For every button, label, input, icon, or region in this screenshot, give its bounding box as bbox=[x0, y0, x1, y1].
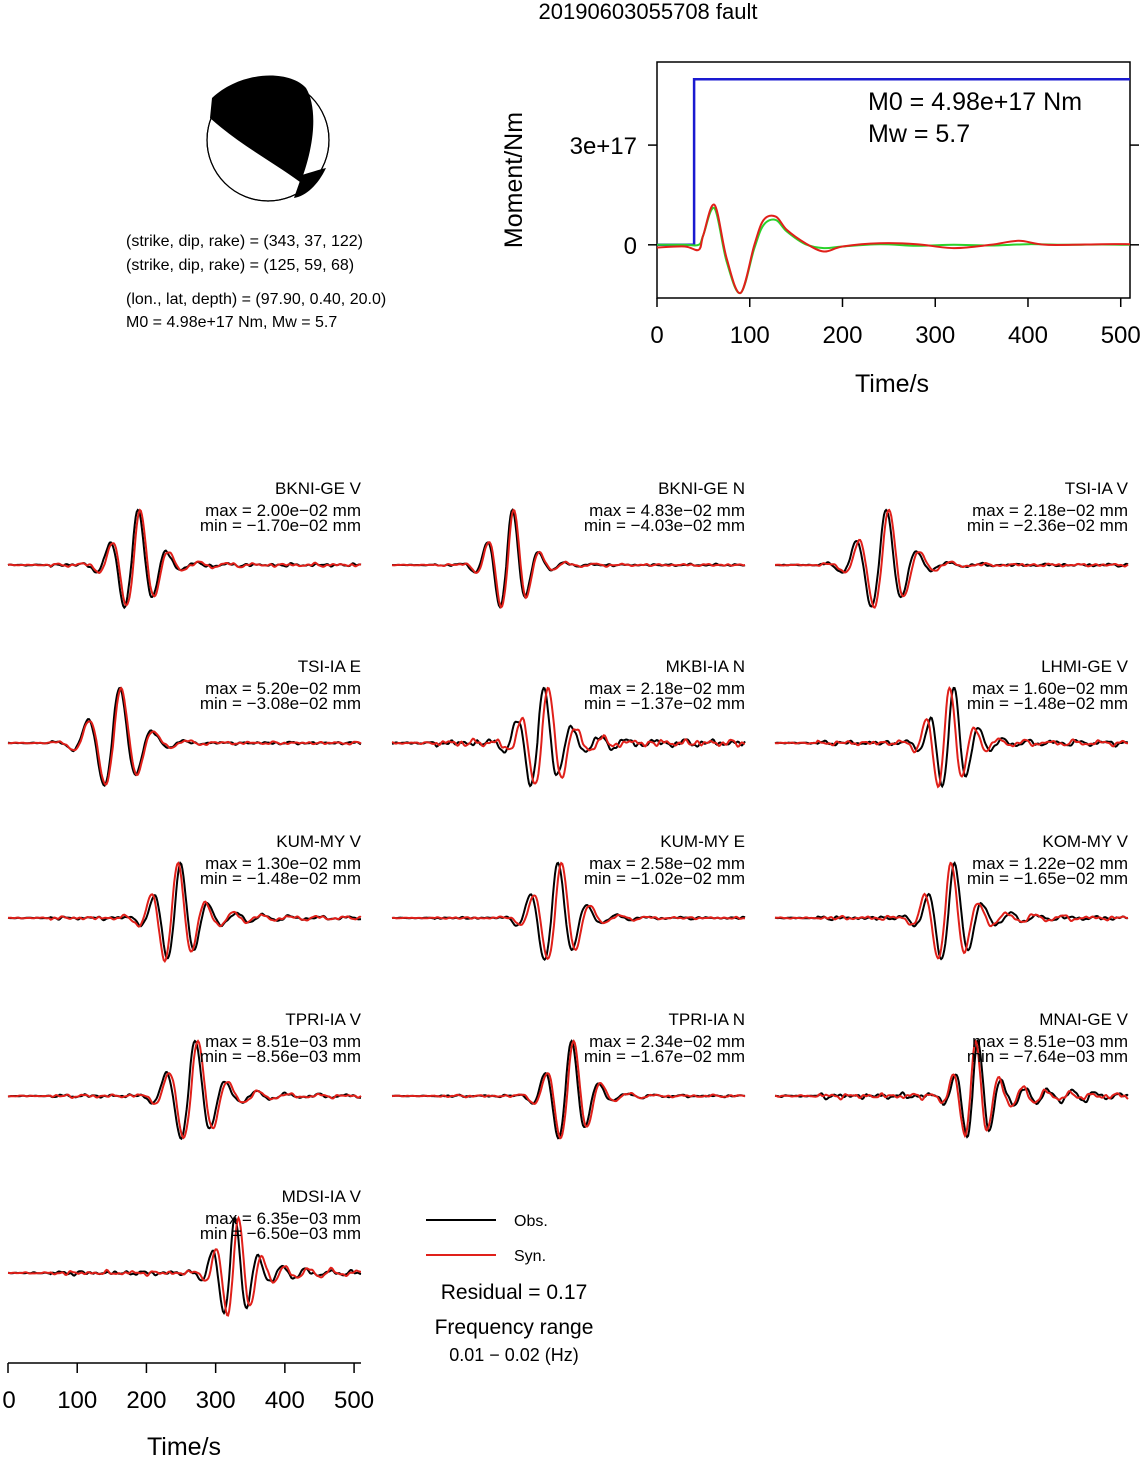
synthetic-trace bbox=[391, 686, 746, 785]
legend-syn-label: Syn. bbox=[514, 1248, 546, 1265]
moment-y-tick-label: 0 bbox=[624, 233, 637, 260]
station-max: max = 6.35e−03 mm bbox=[205, 1209, 361, 1228]
moment-ylabel: Moment/Nm bbox=[500, 112, 528, 248]
station-label: TPRI-IA N bbox=[668, 1010, 745, 1029]
moment-x-tick-label: 0 bbox=[650, 322, 663, 349]
residual-text: Residual = 0.17 bbox=[441, 1281, 588, 1304]
waveform-x-tick-label: 400 bbox=[265, 1387, 305, 1414]
waveform-x-tick-label: 100 bbox=[57, 1387, 97, 1414]
synthetic-trace bbox=[8, 861, 362, 964]
waveform-time-axis: 0 100 200 300 400 500 bbox=[2, 1362, 374, 1414]
synthetic-trace bbox=[774, 861, 1129, 960]
station-min: min = −1.37e−02 mm bbox=[584, 694, 745, 713]
station-max: max = 8.51e−03 mm bbox=[972, 1032, 1128, 1051]
station-label: LHMI-GE V bbox=[1041, 657, 1129, 676]
legend-obs-label: Obs. bbox=[514, 1213, 548, 1230]
moment-x-tick-label: 500 bbox=[1101, 322, 1141, 349]
waveform-x-tick-label: 500 bbox=[334, 1387, 374, 1414]
station-max: max = 2.58e−02 mm bbox=[589, 854, 745, 873]
station-min: min = −1.70e−02 mm bbox=[200, 516, 361, 535]
waveform-x-tick-label: 300 bbox=[196, 1387, 236, 1414]
station-max: max = 2.18e−02 mm bbox=[589, 679, 745, 698]
station-max: max = 4.83e−02 mm bbox=[589, 501, 745, 520]
station-label: BKNI-GE V bbox=[275, 479, 362, 498]
waveform-xlabel: Time/s bbox=[147, 1433, 221, 1458]
moment-annot-mw: Mw = 5.7 bbox=[868, 120, 970, 148]
waveform-x-tick-label: 0 bbox=[2, 1387, 15, 1414]
synthetic-trace bbox=[391, 861, 746, 961]
station-min: min = −1.67e−02 mm bbox=[584, 1047, 745, 1066]
station-min: min = −6.50e−03 mm bbox=[200, 1224, 361, 1243]
station-max: max = 1.22e−02 mm bbox=[972, 854, 1128, 873]
station-label: KUM-MY E bbox=[660, 832, 745, 851]
moment-xlabel: Time/s bbox=[855, 370, 929, 398]
moment-annot-m0: M0 = 4.98e+17 Nm bbox=[868, 88, 1082, 116]
station-min: min = −1.65e−02 mm bbox=[967, 869, 1128, 888]
mechanism-line-1: (strike, dip, rake) = (343, 37, 122) bbox=[126, 233, 363, 250]
moment-rate-red-line bbox=[656, 203, 1131, 294]
beachball bbox=[206, 75, 330, 202]
synthetic-trace bbox=[7, 1039, 362, 1140]
synthetic-trace bbox=[7, 1215, 361, 1317]
moment-plot-frame bbox=[656, 61, 1131, 299]
station-max: max = 5.20e−02 mm bbox=[205, 679, 361, 698]
station-min: min = −2.36e−02 mm bbox=[967, 516, 1128, 535]
moment-magnitude-line: M0 = 4.98e+17 Nm, Mw = 5.7 bbox=[126, 314, 337, 331]
station-min: min = −4.03e−02 mm bbox=[584, 516, 745, 535]
station-label: MDSI-IA V bbox=[282, 1187, 362, 1206]
moment-panel: 0 100 200 300 400 500 0 3e+17 M0 = 4.98e+17 Nm… bbox=[500, 61, 1141, 398]
station-label: MNAI-GE V bbox=[1039, 1010, 1128, 1029]
moment-x-tick-label: 400 bbox=[1008, 322, 1048, 349]
moment-x-tick-label: 100 bbox=[730, 322, 770, 349]
station-label: MKBI-IA N bbox=[666, 657, 745, 676]
frequency-value: 0.01 − 0.02 (Hz) bbox=[449, 1345, 579, 1365]
synthetic-trace bbox=[7, 508, 362, 607]
moment-y-tick-label: 3e+17 bbox=[570, 133, 637, 160]
moment-x-tick-label: 300 bbox=[915, 322, 955, 349]
synthetic-trace bbox=[7, 686, 362, 787]
station-min: min = −8.56e−03 mm bbox=[200, 1047, 361, 1066]
station-max: max = 2.34e−02 mm bbox=[589, 1032, 745, 1051]
station-min: min = −3.08e−02 mm bbox=[200, 694, 361, 713]
station-min: min = −1.48e−02 mm bbox=[200, 869, 361, 888]
synthetic-trace bbox=[774, 1038, 1129, 1138]
moment-y-axis: 0 3e+17 bbox=[570, 133, 1139, 260]
synthetic-trace bbox=[391, 508, 746, 609]
synthetic-trace bbox=[391, 1039, 746, 1140]
station-min: min = −1.48e−02 mm bbox=[967, 694, 1128, 713]
station-max: max = 2.18e−02 mm bbox=[972, 501, 1128, 520]
moment-rate-green-line bbox=[657, 206, 1131, 295]
station-min: min = −1.02e−02 mm bbox=[584, 869, 745, 888]
station-max: max = 1.30e−02 mm bbox=[205, 854, 361, 873]
figure-title: 20190603055708 fault bbox=[539, 0, 758, 24]
station-max: max = 1.60e−02 mm bbox=[972, 679, 1128, 698]
synthetic-trace bbox=[775, 508, 1129, 609]
station-label: TPRI-IA V bbox=[285, 1010, 361, 1029]
station-label: TSI-IA V bbox=[1065, 479, 1129, 498]
station-max: max = 8.51e−03 mm bbox=[205, 1032, 361, 1051]
mechanism-line-2: (strike, dip, rake) = (125, 59, 68) bbox=[126, 257, 354, 274]
station-label: BKNI-GE N bbox=[658, 479, 745, 498]
frequency-title: Frequency range bbox=[435, 1316, 594, 1339]
station-label: KUM-MY V bbox=[276, 832, 361, 851]
location-line: (lon., lat, depth) = (97.90, 0.40, 20.0) bbox=[126, 291, 386, 308]
station-min: min = −7.64e−03 mm bbox=[967, 1047, 1128, 1066]
moment-x-tick-label: 200 bbox=[822, 322, 862, 349]
station-label: KOM-MY V bbox=[1042, 832, 1128, 851]
waveform-x-tick-label: 200 bbox=[126, 1387, 166, 1414]
synthetic-trace bbox=[774, 686, 1128, 789]
station-label: TSI-IA E bbox=[298, 657, 361, 676]
legend: Obs. Syn. Residual = 0.17 Frequency rang… bbox=[426, 1213, 593, 1365]
moment-x-axis: 0 100 200 300 400 500 bbox=[650, 298, 1141, 349]
station-max: max = 2.00e−02 mm bbox=[205, 501, 361, 520]
